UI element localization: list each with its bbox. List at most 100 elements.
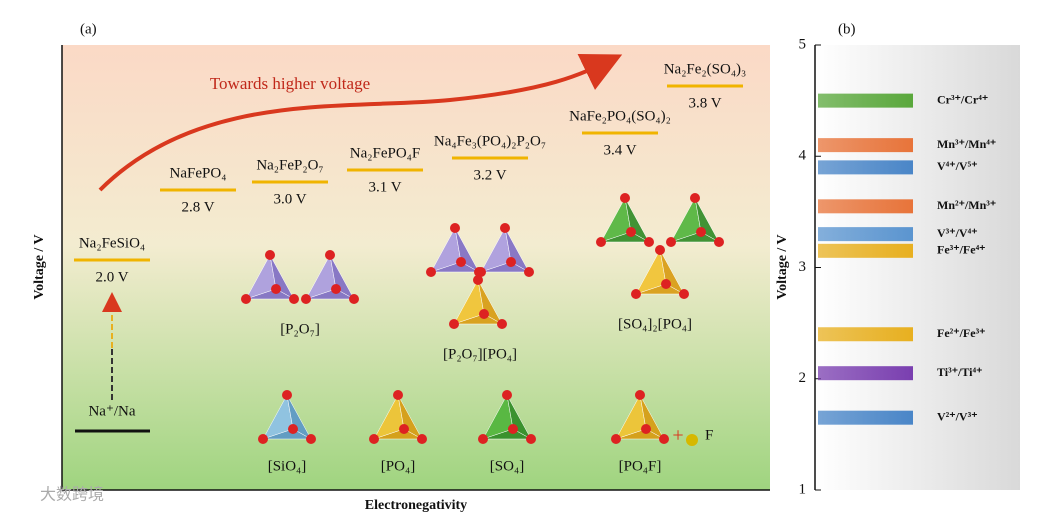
compound-voltage: 2.0 V — [95, 269, 128, 285]
oxygen-atom — [714, 237, 724, 247]
panel-label: (b) — [838, 21, 856, 37]
oxygen-atom — [478, 434, 488, 444]
oxygen-atom — [479, 309, 489, 319]
compound-voltage: 3.4 V — [603, 142, 636, 158]
oxygen-atom — [289, 294, 299, 304]
oxygen-atom — [641, 424, 651, 434]
oxygen-atom — [449, 319, 459, 329]
tetrahedron — [301, 250, 359, 304]
oxygen-atom — [500, 223, 510, 233]
redox-band — [818, 243, 913, 258]
oxygen-atom — [502, 390, 512, 400]
compound-voltage: 2.8 V — [181, 199, 214, 215]
structure-label: [P₂O₇] — [280, 321, 320, 337]
structure-label: [SO₄] — [490, 458, 524, 474]
oxygen-atom — [349, 294, 359, 304]
oxygen-atom — [417, 434, 427, 444]
tetrahedron — [478, 390, 536, 444]
redox-label: Fe³⁺/Fe⁴⁺ — [937, 243, 986, 257]
redox-band — [818, 327, 913, 342]
oxygen-atom — [620, 193, 630, 203]
face — [482, 428, 532, 440]
oxygen-atom — [271, 284, 281, 294]
compound-voltage: 3.8 V — [688, 95, 721, 111]
trend-arrow — [98, 53, 623, 192]
oxygen-atom — [369, 434, 379, 444]
reference-label: Na⁺/Na — [88, 403, 135, 419]
tetrahedron — [596, 193, 654, 247]
oxygen-atom — [426, 267, 436, 277]
redox-band — [818, 160, 913, 175]
face — [305, 288, 355, 300]
oxygen-atom — [258, 434, 268, 444]
oxygen-atom — [690, 193, 700, 203]
face — [373, 428, 423, 440]
oxygen-atom — [596, 237, 606, 247]
redox-label: Ti³⁺/Ti⁴⁺ — [937, 365, 982, 379]
compound-name: Na₄Fe₃(PO₄)₂P₂O₇ — [434, 133, 546, 149]
oxygen-atom — [659, 434, 669, 444]
oxygen-atom — [450, 223, 460, 233]
structure-label: [PO₄F] — [619, 458, 662, 474]
redox-label: Cr³⁺/Cr⁴⁺ — [937, 92, 988, 106]
oxygen-atom — [241, 294, 251, 304]
oxygen-atom — [666, 237, 676, 247]
oxygen-atom — [661, 279, 671, 289]
face — [670, 231, 720, 243]
oxygen-atom — [626, 227, 636, 237]
oxygen-atom — [473, 275, 483, 285]
oxygen-atom — [399, 424, 409, 434]
oxygen-atom — [393, 390, 403, 400]
tetrahedron — [449, 275, 507, 329]
redox-band — [818, 199, 913, 214]
oxygen-atom — [655, 245, 665, 255]
redox-band — [818, 227, 913, 242]
oxygen-atom — [506, 257, 516, 267]
face — [245, 288, 295, 300]
face — [430, 261, 480, 273]
plus-sign: + — [672, 425, 683, 447]
oxygen-atom — [325, 250, 335, 260]
oxygen-atom — [497, 319, 507, 329]
tetrahedron — [426, 223, 484, 277]
compound-voltage: 3.2 V — [473, 167, 506, 183]
fluorine-label: F — [705, 427, 713, 443]
oxygen-atom — [456, 257, 466, 267]
tetrahedron — [666, 193, 724, 247]
fluorine-atom — [686, 434, 698, 446]
oxygen-atom — [331, 284, 341, 294]
redox-label: Fe²⁺/Fe³⁺ — [937, 326, 986, 340]
arrow-text: Towards higher voltage — [210, 74, 370, 93]
redox-band — [818, 138, 913, 153]
x-axis-label: Electronegativity — [365, 498, 467, 513]
y-tick-label: 4 — [799, 148, 807, 164]
oxygen-atom — [631, 289, 641, 299]
compound-name: NaFe₂PO₄(SO₄)₂ — [569, 108, 671, 124]
structure-label: [SiO₄] — [268, 458, 307, 474]
compound-name: NaFePO₄ — [170, 165, 227, 181]
y-axis-label: Voltage / V — [32, 234, 47, 299]
redox-label: Mn³⁺/Mn⁴⁺ — [937, 137, 996, 151]
y-tick-label: 1 — [799, 481, 807, 497]
oxygen-atom — [526, 434, 536, 444]
structure-label: [SO₄]₂[PO₄] — [618, 316, 692, 332]
redox-label: V²⁺/V³⁺ — [937, 409, 978, 423]
face — [635, 283, 685, 295]
oxygen-atom — [635, 390, 645, 400]
y-tick-label: 5 — [799, 36, 807, 52]
tetrahedron — [241, 250, 299, 304]
face — [453, 313, 503, 325]
face — [480, 261, 530, 273]
face — [262, 428, 312, 440]
compound-name: Na₂FeP₂O₇ — [256, 157, 323, 173]
redox-label: V⁴⁺/V⁵⁺ — [937, 159, 978, 173]
redox-label: Mn²⁺/Mn³⁺ — [937, 198, 996, 212]
tetrahedron — [369, 390, 427, 444]
y-axis-label: Voltage / V — [775, 234, 790, 299]
tetrahedron — [611, 390, 669, 444]
structure-label: [P₂O₇][PO₄] — [443, 346, 517, 362]
tetrahedron — [258, 390, 316, 444]
oxygen-atom — [265, 250, 275, 260]
oxygen-atom — [611, 434, 621, 444]
